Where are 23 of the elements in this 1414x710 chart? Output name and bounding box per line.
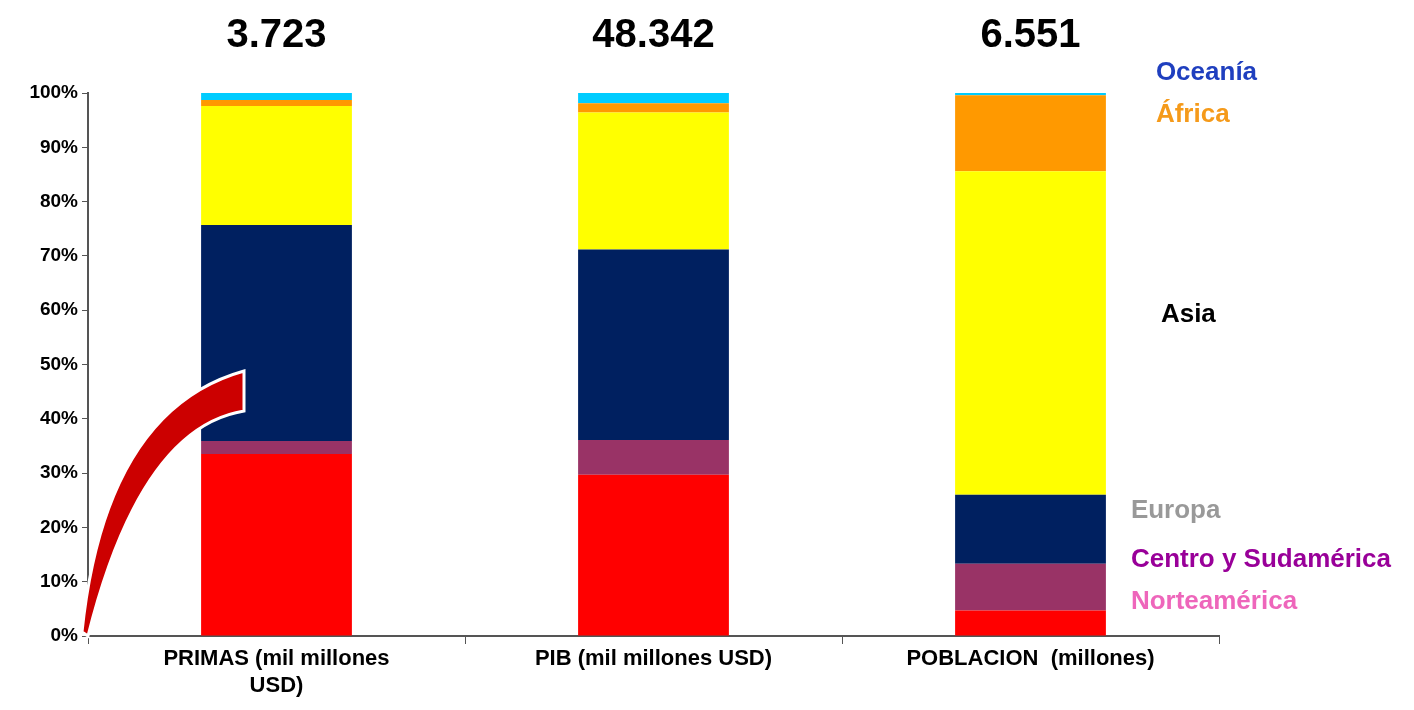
series-label: Oceanía [1155,56,1258,87]
text: Asia [1160,298,1217,329]
y-tick-label: 40% [39,407,79,429]
series-label: Centro y Sudamérica [1130,543,1392,574]
text: 48.342 [592,11,715,56]
x-tick-label: PIB (mil millones USD) [534,645,773,671]
y-tick-label: 100% [29,81,79,103]
series-label: Norteamérica [1130,585,1298,616]
y-tick-label: 80% [39,189,79,211]
y-tick-label: 50% [39,352,79,374]
series-label: Europa [1130,494,1222,525]
y-tick-label: 20% [39,515,79,537]
y-tick-label: 30% [39,461,79,483]
y-tick-label: 90% [39,135,79,157]
y-tick-label: 70% [39,244,79,266]
series-label: África [1155,98,1231,129]
y-tick-label: 60% [39,298,79,320]
text: 6.551 [980,11,1081,56]
text: 3.723 [226,11,327,56]
y-tick-label: 0% [50,624,79,646]
x-tick-label: PRIMAS (mil millones USD) [163,645,390,697]
y-tick-label: 10% [39,569,79,591]
x-tick-label: POBLACION (millones) [906,645,1155,671]
